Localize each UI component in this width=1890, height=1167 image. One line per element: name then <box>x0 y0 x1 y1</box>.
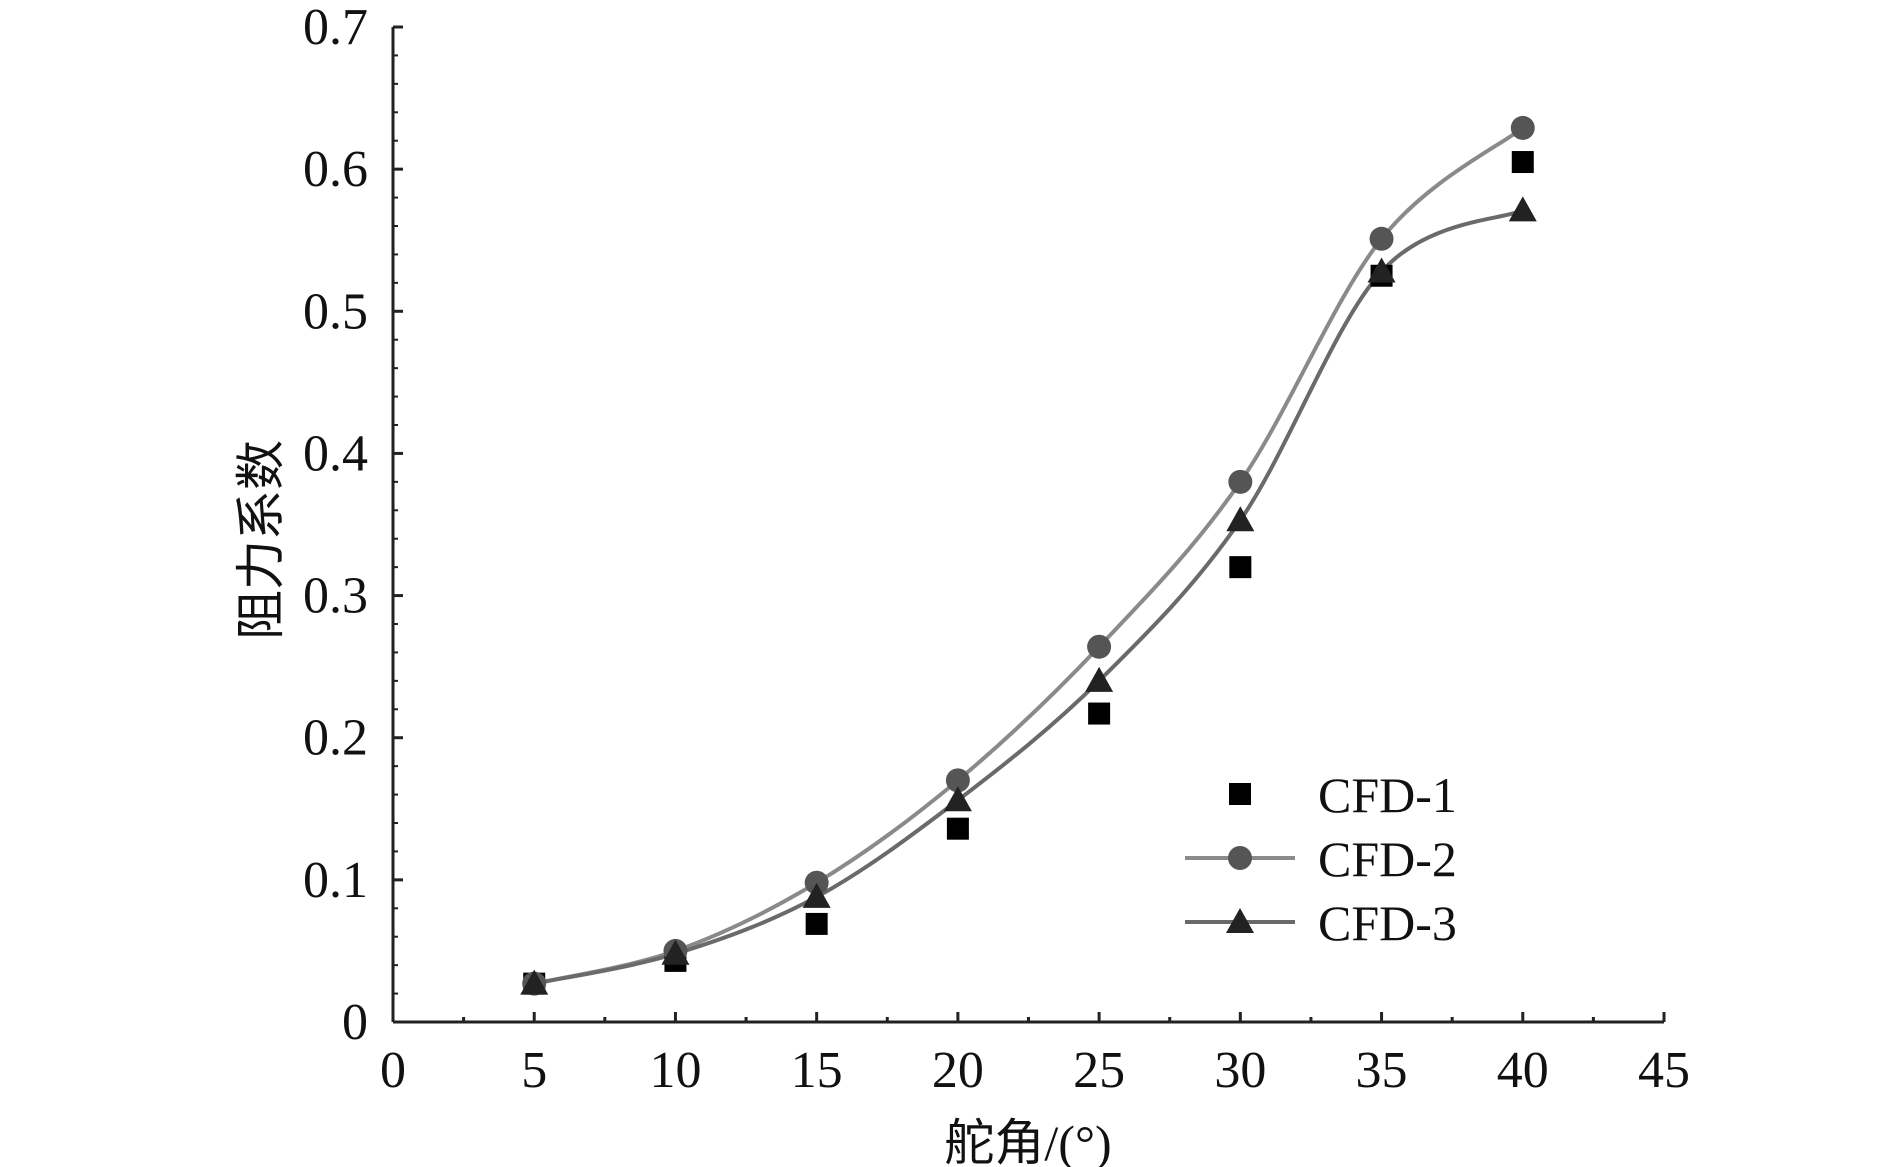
x-axis-label: 舵角/(°) <box>944 1115 1111 1167</box>
data-point-cfd-3 <box>661 939 690 965</box>
series-lines <box>533 126 1525 986</box>
data-point-cfd-3 <box>943 786 972 812</box>
legend-label-cfd-3: CFD-3 <box>1318 895 1457 951</box>
y-tick-label: 0.4 <box>303 425 368 482</box>
data-point-cfd-3 <box>1367 257 1396 283</box>
data-point-cfd-1 <box>946 817 969 840</box>
data-point-cfd-1 <box>1229 556 1252 579</box>
legend: CFD-1 CFD-2 CFD-3 <box>1185 767 1457 951</box>
y-tick-label: 0.2 <box>303 710 368 767</box>
data-point-cfd-3 <box>1085 666 1114 692</box>
data-point-cfd-3 <box>1508 196 1537 222</box>
x-tick-label: 35 <box>1356 1042 1408 1099</box>
data-point-cfd-2 <box>1369 226 1394 251</box>
y-tick-label: 0.3 <box>303 568 368 625</box>
x-tick-label: 20 <box>932 1042 984 1099</box>
data-point-cfd-2 <box>1228 469 1253 494</box>
x-tick-label: 30 <box>1214 1042 1266 1099</box>
data-point-cfd-1 <box>805 912 828 935</box>
y-tick-label: 0.1 <box>303 852 368 909</box>
data-point-cfd-1 <box>1088 702 1111 725</box>
x-tick-label: 25 <box>1073 1042 1125 1099</box>
series-line-cfd-2 <box>533 126 1525 986</box>
y-tick-label: 0 <box>342 994 368 1051</box>
data-point-cfd-1 <box>1511 151 1534 174</box>
data-point-cfd-2 <box>1087 634 1112 659</box>
x-tick-label: 5 <box>521 1042 547 1099</box>
data-point-cfd-3 <box>802 882 831 908</box>
y-tick-label: 0.7 <box>303 0 368 56</box>
y-tick-label: 0.5 <box>303 283 368 340</box>
y-tick-label: 0.6 <box>303 141 368 198</box>
data-point-cfd-3 <box>1226 506 1255 532</box>
y-axis-label: 阻力系数 <box>233 440 289 640</box>
legend-marker-cfd-3 <box>1226 908 1254 933</box>
x-tick-label: 0 <box>380 1042 406 1099</box>
data-point-cfd-3 <box>520 969 549 995</box>
x-tick-label: 10 <box>649 1042 701 1099</box>
data-point-cfd-2 <box>804 870 829 895</box>
legend-label-cfd-2: CFD-2 <box>1318 831 1457 887</box>
x-tick-label: 15 <box>791 1042 843 1099</box>
series-line-cfd-3 <box>533 208 1524 986</box>
data-point-cfd-2 <box>945 768 970 793</box>
legend-label-cfd-1: CFD-1 <box>1318 767 1457 823</box>
x-tick-label: 40 <box>1497 1042 1549 1099</box>
series-markers <box>520 115 1537 996</box>
data-point-cfd-2 <box>1510 115 1535 140</box>
legend-marker-cfd-2 <box>1228 846 1252 870</box>
legend-marker-cfd-1 <box>1229 783 1251 805</box>
x-tick-label: 45 <box>1638 1042 1690 1099</box>
axes: 0 5 10 15 20 25 30 35 40 45 0 0.1 0.2 0.3 0.4 0.5 0.6 0.7 <box>303 0 1690 1099</box>
